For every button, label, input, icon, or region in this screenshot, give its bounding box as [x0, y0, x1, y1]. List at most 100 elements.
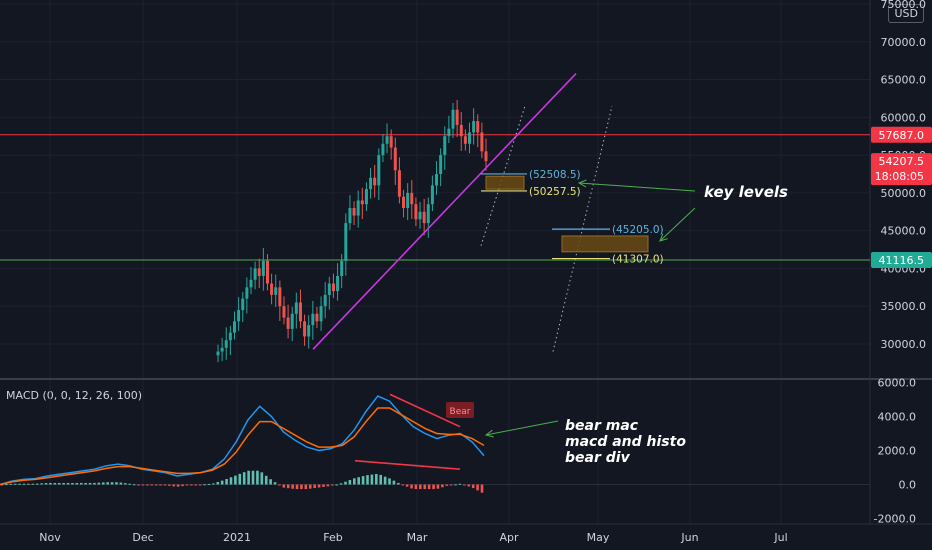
candle-body [422, 211, 426, 224]
histogram-bar [335, 484, 338, 486]
annotation-bear-div: bear div [565, 450, 631, 466]
histogram-bar [49, 482, 52, 485]
histogram-bar [379, 474, 383, 485]
candle-body [385, 136, 389, 144]
histogram-bar [31, 483, 35, 485]
histogram-bar [295, 484, 299, 490]
candle-body [286, 317, 290, 329]
price-axis-label: 65000.0 [881, 74, 927, 87]
level-label: (45205.0) [612, 224, 664, 236]
histogram-bar [168, 484, 171, 486]
price-axis-label: 75000.0 [881, 0, 927, 11]
histogram-bar [317, 484, 321, 488]
histogram-bar [79, 482, 83, 485]
candle-body [360, 200, 364, 205]
histogram-bar [480, 484, 484, 493]
candle-body [307, 325, 311, 337]
price-axis-label: 30000.0 [881, 338, 927, 351]
histogram-bar [124, 483, 127, 485]
key-level-arrow [659, 207, 696, 242]
histogram-bar [132, 484, 136, 486]
histogram-bar [234, 475, 237, 485]
macd-axis-label: 2000.0 [878, 445, 917, 458]
candle-body [278, 287, 282, 307]
price-axis-label: 60000.0 [881, 111, 927, 124]
candle-body [249, 279, 253, 288]
price-axis-label: 45000.0 [881, 225, 927, 238]
histogram-bar [357, 477, 360, 485]
price-tag-label: 57687.0 [879, 129, 925, 142]
time-axis-label: Apr [499, 531, 519, 544]
candle-body [426, 204, 430, 224]
candle-body [463, 136, 467, 144]
candle-body [336, 276, 340, 292]
annotation-macd-histo: macd and histo [565, 434, 686, 450]
candle-body [327, 283, 331, 295]
key-level-arrow-head [577, 179, 587, 188]
histogram-bar [300, 484, 303, 490]
histogram-bar [392, 480, 396, 485]
candle-body [364, 189, 368, 205]
histogram-bar [419, 484, 422, 490]
bear-signal-tag [446, 402, 474, 418]
candle-body [340, 260, 344, 276]
histogram-bar [220, 480, 224, 485]
macd-axis-label: -2000.0 [874, 513, 916, 526]
candle-body [418, 211, 422, 220]
candle-body [410, 192, 414, 205]
time-axis-label: Nov [39, 531, 61, 544]
time-axis-label: Feb [323, 531, 342, 544]
histogram-bar [172, 484, 176, 487]
candle-body [274, 287, 278, 295]
annotation-key-levels: key levels [704, 183, 788, 201]
candle-body [484, 151, 488, 162]
histogram-bar [225, 479, 228, 485]
price-tag [871, 126, 932, 143]
histogram-bar [366, 475, 369, 485]
price-axis-label: 35000.0 [881, 300, 927, 313]
macd-axis-label: 4000.0 [878, 411, 917, 424]
candle-body [216, 351, 220, 356]
candle-body [319, 306, 323, 322]
macd-line [0, 395, 485, 486]
time-axis-label: Jun [680, 531, 698, 544]
candle-body [414, 204, 418, 220]
candle-body [311, 313, 315, 326]
candle-body [406, 192, 410, 208]
histogram-bar [5, 484, 8, 486]
currency-button[interactable]: USD [888, 4, 924, 23]
histogram-bar [467, 484, 471, 487]
histogram-bar [278, 484, 281, 486]
candle-body [282, 306, 286, 318]
histogram-bar [128, 483, 132, 485]
histogram-bar [84, 482, 87, 485]
candle-body [245, 287, 249, 299]
bear-signal-label: Bear [450, 407, 471, 417]
candle-body [369, 177, 373, 190]
histogram-bar [352, 478, 356, 485]
histogram-bar [18, 483, 21, 485]
histogram-bar [383, 476, 387, 485]
price-tag-label: 41116.5 [879, 254, 925, 267]
histogram-bar [432, 484, 435, 490]
histogram-bar [445, 484, 449, 486]
histogram-bar [106, 482, 109, 485]
histogram-bar [27, 483, 30, 485]
histogram-bar [207, 483, 211, 485]
histogram-bar [304, 484, 308, 490]
price-tag [871, 153, 932, 186]
histogram-bar [13, 483, 17, 485]
histogram-bar [57, 482, 61, 485]
histogram-bar [375, 473, 378, 485]
candle-body [439, 155, 443, 174]
histogram-bar [463, 484, 466, 486]
histogram-bar [322, 484, 325, 487]
histogram-bar [159, 484, 162, 486]
candle-body [430, 185, 434, 205]
histogram-bar [97, 482, 101, 485]
candle-body [447, 128, 451, 137]
key-level-zone [561, 235, 649, 253]
macd-annotation-arrow [485, 420, 559, 436]
histogram-bar [93, 482, 96, 485]
